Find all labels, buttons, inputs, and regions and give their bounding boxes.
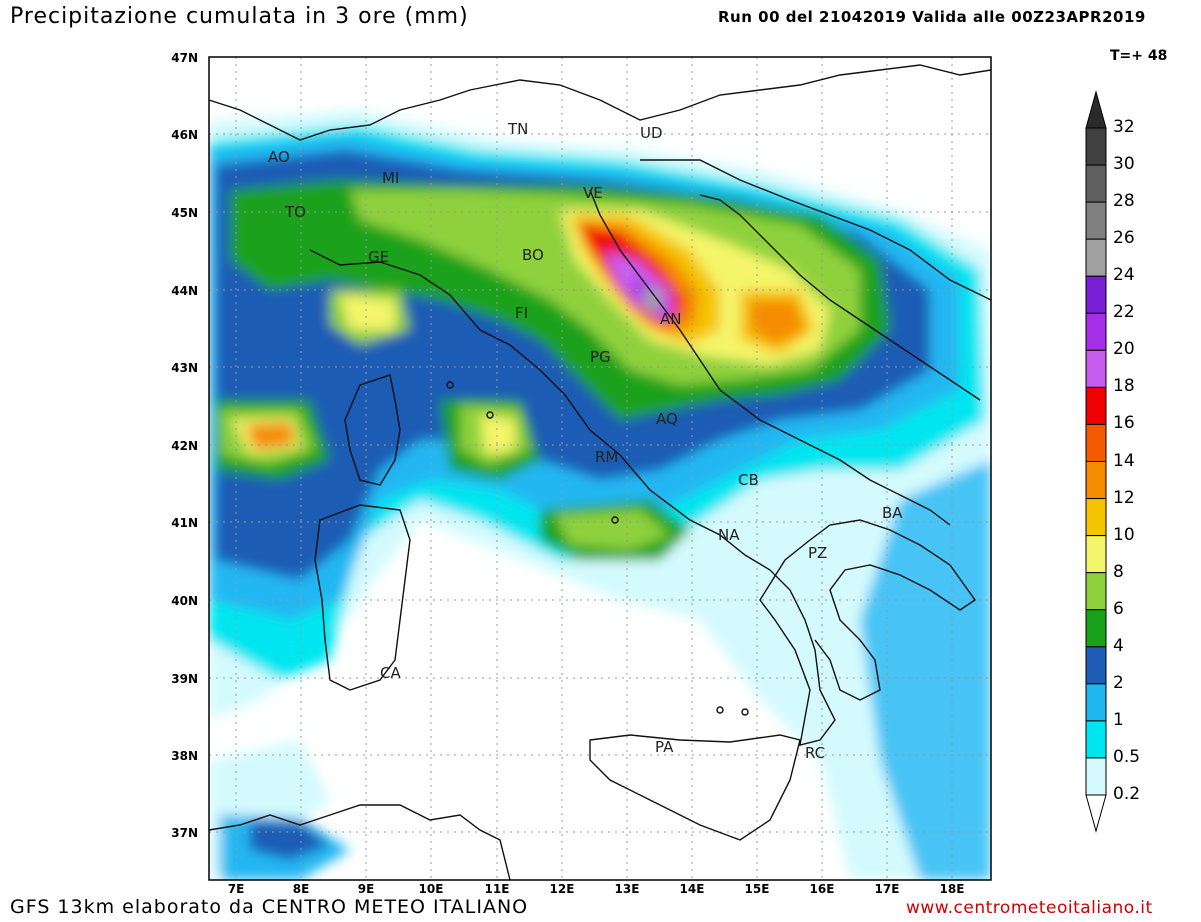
legend-swatch bbox=[1085, 609, 1107, 648]
lon-label: 10E bbox=[418, 882, 444, 896]
legend-level-label: 24 bbox=[1113, 265, 1135, 286]
legend-level-label: 30 bbox=[1113, 154, 1135, 175]
website-link[interactable]: www.centrometeoitaliano.it bbox=[906, 898, 1153, 918]
legend-level-label: 0.2 bbox=[1113, 784, 1141, 804]
legend-level-label: 12 bbox=[1113, 487, 1135, 508]
legend-level-label: 0.5 bbox=[1113, 746, 1141, 767]
city-UD: UD bbox=[640, 124, 663, 142]
legend-level-label: 20 bbox=[1113, 339, 1135, 360]
legend-level-label: 28 bbox=[1113, 191, 1135, 212]
precipitation-field bbox=[209, 110, 991, 880]
lat-label: 40N bbox=[171, 594, 198, 608]
legend-swatch bbox=[1085, 646, 1107, 685]
city-labels: TN UD MI VE TO BO GE FI AN PG AQ RM CB N… bbox=[268, 120, 903, 762]
city-AO: AO bbox=[268, 148, 290, 166]
lon-label: 15E bbox=[744, 882, 770, 896]
city-AQ: AQ bbox=[656, 410, 678, 428]
legend-swatch bbox=[1085, 498, 1107, 537]
legend-swatch bbox=[1085, 535, 1107, 574]
legend-swatch bbox=[1085, 757, 1107, 796]
legend-level-label: 26 bbox=[1113, 228, 1135, 249]
lon-label: 18E bbox=[939, 882, 965, 896]
lon-label: 7E bbox=[227, 882, 245, 896]
city-RC: RC bbox=[805, 744, 825, 762]
legend-swatch bbox=[1085, 386, 1107, 425]
legend-swatch bbox=[1085, 127, 1107, 166]
legend-level-label: 22 bbox=[1113, 302, 1135, 323]
city-PG: PG bbox=[590, 348, 611, 366]
legend-swatch bbox=[1085, 720, 1107, 759]
city-MI: MI bbox=[382, 169, 399, 187]
legend-level-label: 16 bbox=[1113, 413, 1135, 434]
legend-level-label: 10 bbox=[1113, 524, 1135, 545]
lon-label: 17E bbox=[874, 882, 900, 896]
lat-label: 47N bbox=[171, 51, 198, 65]
lon-label: 16E bbox=[809, 882, 835, 896]
legend-level-label: 2 bbox=[1113, 672, 1124, 693]
legend-arrow-top bbox=[1085, 90, 1107, 129]
lat-label: 45N bbox=[171, 206, 198, 220]
legend-swatch bbox=[1085, 572, 1107, 611]
lat-label: 46N bbox=[171, 128, 198, 142]
legend-colorbar bbox=[1085, 90, 1107, 833]
city-BA: BA bbox=[882, 504, 903, 522]
city-CB: CB bbox=[738, 471, 759, 489]
legend-swatch bbox=[1085, 201, 1107, 240]
lat-label: 39N bbox=[171, 672, 198, 686]
lon-label: 11E bbox=[484, 882, 510, 896]
timestep-label: T=+ 48 bbox=[1110, 48, 1168, 64]
lat-label: 41N bbox=[171, 516, 198, 530]
lat-label: 44N bbox=[171, 284, 198, 298]
lat-label: 37N bbox=[171, 826, 198, 840]
city-RM: RM bbox=[595, 448, 618, 466]
lon-label: 12E bbox=[549, 882, 575, 896]
city-GE: GE bbox=[368, 248, 389, 266]
city-VE: VE bbox=[583, 184, 603, 202]
lon-label: 8E bbox=[292, 882, 310, 896]
legend-arrow-bottom bbox=[1085, 794, 1107, 833]
coastlines bbox=[209, 64, 991, 880]
lat-label: 43N bbox=[171, 361, 198, 375]
legend-level-label: 14 bbox=[1113, 450, 1135, 471]
lon-label: 14E bbox=[679, 882, 705, 896]
map-border bbox=[208, 56, 992, 881]
legend-swatch bbox=[1085, 461, 1107, 500]
city-PA: PA bbox=[655, 738, 674, 756]
legend-swatch bbox=[1085, 164, 1107, 203]
lat-label: 38N bbox=[171, 749, 198, 763]
lon-label: 13E bbox=[614, 882, 640, 896]
city-BO: BO bbox=[522, 246, 544, 264]
legend-level-label: 4 bbox=[1113, 635, 1124, 656]
city-CA: CA bbox=[380, 664, 401, 682]
city-PZ: PZ bbox=[808, 544, 827, 562]
legend-swatch bbox=[1085, 275, 1107, 314]
city-TO: TO bbox=[284, 203, 306, 221]
run-info: Run 00 del 21042019 Valida alle 00Z23APR… bbox=[718, 8, 1146, 26]
lon-label: 9E bbox=[357, 882, 375, 896]
legend-swatch bbox=[1085, 238, 1107, 277]
lat-label: 42N bbox=[171, 439, 198, 453]
model-credit: GFS 13km elaborato da CENTRO METEO ITALI… bbox=[10, 896, 529, 918]
legend-swatch bbox=[1085, 349, 1107, 388]
legend-level-label: 18 bbox=[1113, 376, 1135, 397]
city-FI: FI bbox=[515, 304, 528, 322]
legend-swatch bbox=[1085, 312, 1107, 351]
city-TN: TN bbox=[507, 120, 528, 138]
city-NA: NA bbox=[718, 526, 740, 544]
legend-level-label: 8 bbox=[1113, 561, 1124, 582]
legend-level-label: 32 bbox=[1113, 117, 1135, 137]
map-title: Precipitazione cumulata in 3 ore (mm) bbox=[10, 4, 469, 29]
legend-level-label: 6 bbox=[1113, 598, 1124, 619]
city-AN: AN bbox=[660, 310, 681, 328]
legend-swatch bbox=[1085, 683, 1107, 722]
legend-level-label: 1 bbox=[1113, 709, 1124, 730]
legend-swatch bbox=[1085, 423, 1107, 463]
